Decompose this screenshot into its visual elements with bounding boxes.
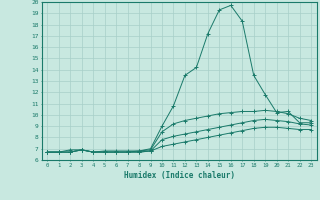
X-axis label: Humidex (Indice chaleur): Humidex (Indice chaleur)	[124, 171, 235, 180]
